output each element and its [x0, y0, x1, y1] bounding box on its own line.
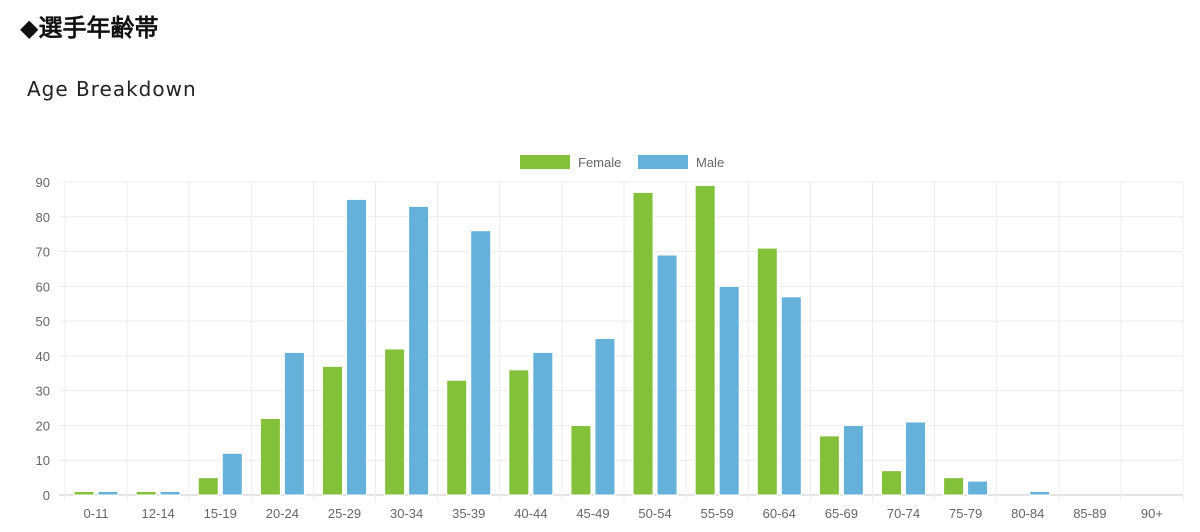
x-tick-label: 45-49 [576, 506, 609, 521]
legend-label-female[interactable]: Female [578, 155, 621, 170]
bar-female-35-39[interactable]: Female 35-39: 33 [446, 379, 468, 496]
bar-male-35-39[interactable]: Male 35-39: 76 [470, 230, 492, 496]
legend-swatch-male[interactable] [638, 155, 688, 169]
bar-female-75-79[interactable]: Female 75-79: 5 [943, 477, 965, 496]
x-tick-label: 40-44 [514, 506, 547, 521]
chart-heading: Age Breakdown [27, 77, 197, 101]
bar-male-15-19[interactable]: Male 15-19: 12 [221, 452, 243, 496]
x-tick-label: 75-79 [949, 506, 982, 521]
bar-female-65-69[interactable]: Female 65-69: 17 [818, 435, 840, 496]
bar-male-25-29[interactable]: Male 25-29: 85 [346, 198, 367, 496]
y-tick-label: 80 [36, 210, 50, 225]
bar-female-40-44[interactable]: Female 40-44: 36 [508, 369, 530, 496]
bar-female-30-34[interactable]: Female 30-34: 42 [384, 348, 406, 496]
bar-female-15-19[interactable]: Female 15-19: 5 [197, 477, 219, 496]
y-tick-label: 70 [36, 245, 50, 260]
x-tick-label: 55-59 [701, 506, 734, 521]
bar-female-50-54[interactable]: Female 50-54: 87 [632, 191, 654, 496]
y-tick-label: 20 [36, 418, 50, 433]
x-tick-label: 20-24 [266, 506, 299, 521]
x-tick-label: 60-64 [763, 506, 796, 521]
bar-male-55-59[interactable]: Male 55-59: 60 [718, 285, 740, 496]
y-tick-label: 30 [36, 384, 50, 399]
section-title: ◆選手年齢帯 [20, 14, 159, 42]
y-tick-label: 10 [36, 453, 50, 468]
y-tick-label: 40 [36, 349, 50, 364]
bar-female-12-14[interactable]: Female 12-14: 1 [135, 491, 157, 496]
bar-female-55-59[interactable]: Female 55-59: 89 [694, 184, 716, 496]
bar-male-30-34[interactable]: Male 30-34: 83 [408, 205, 430, 496]
bar-male-70-74[interactable]: Male 70-74: 21 [905, 421, 926, 496]
x-tick-label: 50-54 [638, 506, 671, 521]
bar-female-45-49[interactable]: Female 45-49: 20 [570, 424, 592, 496]
legend-label-male[interactable]: Male [696, 155, 724, 170]
x-tick-label: 65-69 [825, 506, 858, 521]
x-tick-label: 0-11 [84, 506, 109, 521]
legend-swatch-female[interactable] [520, 155, 570, 169]
bar-male-60-64[interactable]: Male 60-64: 57 [780, 296, 802, 496]
y-tick-label: 90 [36, 175, 50, 190]
x-tick-label: 30-34 [390, 506, 423, 521]
x-tick-label: 12-14 [142, 506, 175, 521]
bar-male-65-69[interactable]: Male 65-69: 20 [842, 424, 864, 496]
y-tick-label: 60 [36, 279, 50, 294]
x-tick-label: 35-39 [452, 506, 485, 521]
x-tick-label: 90+ [1141, 506, 1163, 521]
bar-male-40-44[interactable]: Male 40-44: 41 [532, 351, 554, 496]
x-tick-label: 80-84 [1011, 506, 1044, 521]
bar-female-60-64[interactable]: Female 60-64: 71 [756, 247, 778, 496]
x-tick-label: 25-29 [328, 506, 361, 521]
bar-male-45-49[interactable]: Male 45-49: 45 [594, 338, 616, 496]
bar-male-75-79[interactable]: Male 75-79: 4 [967, 480, 989, 496]
bar-female-70-74[interactable]: Female 70-74: 7 [881, 470, 902, 496]
bar-female-20-24[interactable]: Female 20-24: 22 [259, 417, 281, 496]
bar-female-0-11[interactable]: Female 0-11: 1 [73, 491, 95, 496]
x-tick-label: 85-89 [1073, 506, 1106, 521]
x-tick-label: 70-74 [887, 506, 920, 521]
bar-male-20-24[interactable]: Male 20-24: 41 [283, 351, 305, 496]
y-tick-label: 0 [43, 488, 50, 503]
bar-male-12-14[interactable]: Male 12-14: 1 [159, 491, 181, 496]
bar-male-0-11[interactable]: Male 0-11: 1 [97, 491, 119, 496]
bar-male-50-54[interactable]: Male 50-54: 69 [656, 254, 678, 496]
y-tick-label: 50 [36, 314, 50, 329]
x-tick-label: 15-19 [204, 506, 237, 521]
bar-male-80-84[interactable]: Male 80-84: 1 [1029, 491, 1051, 496]
bar-female-25-29[interactable]: Female 25-29: 37 [322, 365, 343, 496]
